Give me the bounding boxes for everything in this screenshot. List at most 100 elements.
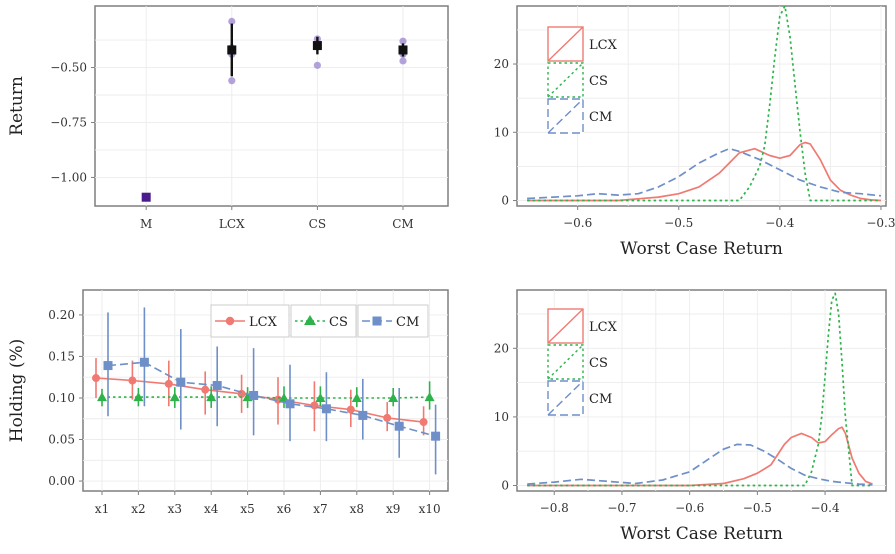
- legend-key-box: [547, 308, 584, 344]
- marker-cm: [176, 377, 186, 387]
- x-tick-label: x7: [313, 502, 327, 516]
- panel-worst-case-density-1: −0.6 −0.5 −0.4 −0.3 0 10 20 Worst Case Return LC…: [494, 5, 895, 259]
- x-tick-label: M: [140, 217, 152, 231]
- x-axis-label: Worst Case Return: [620, 524, 783, 544]
- marker-lcx: [164, 379, 173, 388]
- marker-cs: [388, 392, 399, 402]
- marker-lcx: [419, 418, 428, 427]
- legend-label: LCX: [249, 315, 278, 330]
- legend-marker: [304, 315, 316, 325]
- marker-cs: [206, 392, 217, 402]
- x-tick-label: −0.5: [743, 501, 772, 515]
- legend-label: LCX: [589, 38, 618, 53]
- marker-cm: [358, 410, 368, 420]
- legend-key-line: [547, 308, 584, 344]
- y-tick-label: −0.50: [50, 61, 87, 75]
- y-tick-label: 0.20: [48, 308, 75, 322]
- y-tick-label: 20: [494, 57, 509, 71]
- density-line-cm: [527, 443, 873, 486]
- x-tick-label: −0.4: [810, 501, 840, 515]
- y-axis-label: Holding (%): [7, 339, 27, 442]
- y-tick-label: −1.00: [50, 170, 87, 184]
- legend-key-box: [547, 98, 584, 134]
- mean-marker: [227, 45, 237, 55]
- legend-label: CS: [589, 356, 608, 371]
- x-tick-label: x8: [350, 502, 364, 516]
- y-tick-label: 0.00: [48, 474, 75, 488]
- marker-cm: [321, 404, 331, 414]
- mean-marker: [398, 45, 408, 55]
- x-tick-label: −0.4: [765, 216, 795, 230]
- x-tick-label: x4: [204, 502, 219, 516]
- legend-label: CS: [329, 315, 348, 330]
- legend-key-box: [547, 380, 584, 416]
- legend-label: CM: [396, 315, 419, 330]
- y-tick-label: 0: [501, 194, 509, 208]
- data-point: [399, 57, 407, 65]
- panel-worst-case-density-3: −0.8 −0.7 −0.6 −0.5 −0.4 0 10 20 Worst Case Retu…: [494, 289, 887, 544]
- x-axis-label: Worst Case Return: [620, 239, 783, 259]
- legend-key-line: [547, 62, 584, 98]
- marker-cs: [133, 392, 144, 402]
- marker-lcx: [346, 405, 355, 414]
- marker-cm: [139, 357, 149, 367]
- panel-return-by-method: −1.00 −0.75 −0.50 M LCX CS CM Return: [7, 5, 449, 231]
- legend-label: CS: [589, 74, 608, 89]
- holding-line-cm: [107, 361, 436, 437]
- x-tick-label: −0.3: [866, 216, 895, 230]
- y-tick-label: 0: [501, 479, 509, 493]
- marker-cm: [212, 381, 222, 391]
- marker-cm: [431, 431, 441, 441]
- y-tick-label: 10: [494, 410, 509, 424]
- y-tick-label: 0.10: [48, 391, 75, 405]
- legend-label: CM: [589, 392, 612, 407]
- x-tick-label: x1: [95, 502, 109, 516]
- x-tick-label: x6: [277, 502, 291, 516]
- density-line-lcx: [527, 426, 873, 487]
- legend-label: CM: [589, 110, 612, 125]
- marker-cs: [315, 392, 326, 402]
- legend-marker: [225, 316, 235, 326]
- x-tick-label: CM: [392, 217, 413, 231]
- data-point: [228, 77, 236, 85]
- x-tick-label: x9: [386, 502, 400, 516]
- y-tick-label: 10: [494, 125, 509, 139]
- x-tick-label: x2: [131, 502, 145, 516]
- marker-cs: [169, 392, 180, 402]
- x-tick-label: −0.6: [563, 216, 592, 230]
- density-line-cs: [527, 5, 881, 202]
- plot-frame: [94, 5, 449, 207]
- x-tick-label: x10: [419, 502, 441, 516]
- marker-cm: [249, 390, 259, 400]
- legend: LCX CS CM: [210, 304, 429, 338]
- marker-cm: [103, 361, 113, 371]
- data-point: [228, 17, 236, 25]
- legend-key-box: [547, 26, 584, 62]
- legend-key-box: [547, 62, 584, 98]
- y-tick-label: −0.75: [50, 115, 87, 129]
- x-tick-label: −0.5: [664, 216, 693, 230]
- y-axis-label: Return: [7, 76, 27, 136]
- y-tick-label: 20: [494, 341, 509, 355]
- mean-marker: [141, 192, 151, 202]
- marker-cs: [351, 392, 362, 402]
- mean-marker: [312, 41, 322, 51]
- marker-lcx: [128, 376, 137, 385]
- legend-key-box: [547, 344, 584, 380]
- x-tick-label: x3: [168, 502, 182, 516]
- marker-cs: [424, 392, 435, 402]
- marker-lcx: [201, 385, 210, 394]
- marker-cm: [394, 421, 404, 431]
- marker-lcx: [383, 413, 392, 422]
- legend-key-line: [547, 380, 584, 416]
- marker-cm: [285, 399, 295, 409]
- data-point: [399, 37, 407, 45]
- legend-marker: [372, 316, 382, 326]
- y-tick-label: 0.05: [48, 433, 75, 447]
- panel-holdings: 0.00 0.05 0.10 0.15 0.20 x1 x2 x3 x4 x5 x6 x7 x8 x9 x1…: [7, 289, 449, 516]
- x-tick-label: −0.6: [675, 501, 704, 515]
- y-tick-label: 0.15: [48, 349, 75, 363]
- density-line-cm: [527, 147, 881, 200]
- legend-key-line: [547, 26, 584, 62]
